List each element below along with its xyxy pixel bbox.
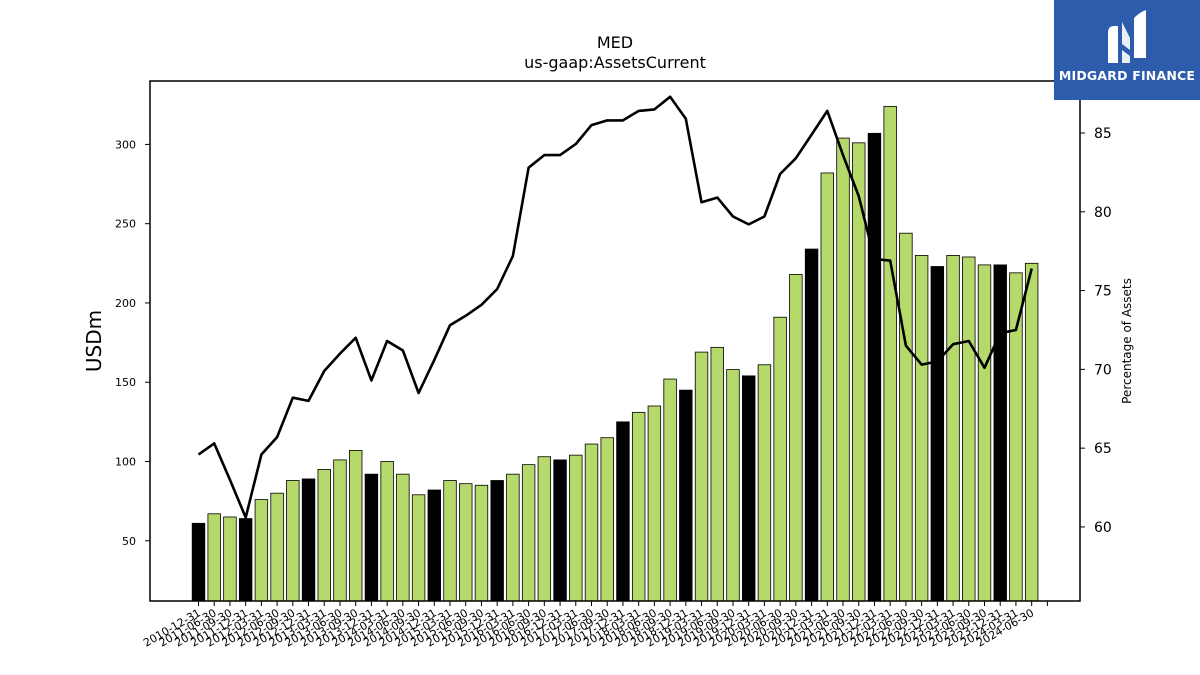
y2-tick-label: 60: [1094, 520, 1112, 536]
bar-2012-09-30: [301, 478, 316, 602]
bar-2017-03-31: [584, 443, 599, 602]
bar-2014-12-31: [443, 480, 457, 602]
bar-2021-09-30: [867, 132, 882, 602]
bar-2019-09-30: [742, 375, 756, 602]
y-tick-label: 100: [115, 455, 136, 468]
bar-2022-03-31: [899, 232, 913, 602]
bar-2020-09-30: [804, 248, 819, 602]
y-tick-label: 200: [115, 297, 136, 310]
y-axis-right: 60 65 70 75 80 85: [1080, 126, 1112, 536]
bar-2022-12-31: [946, 254, 960, 602]
bar-2013-06-30: [348, 449, 363, 602]
bar-2023-03-31: [962, 256, 976, 602]
bar-2012-12-31: [317, 469, 331, 602]
bar-2012-03-31: [270, 492, 284, 602]
bar-2013-09-30: [364, 473, 379, 602]
y2-tick-label: 75: [1094, 284, 1112, 300]
y-tick-label: 300: [115, 138, 136, 151]
bar-2015-03-31: [459, 483, 473, 602]
bar-2016-12-31: [569, 454, 583, 602]
y-axis-label: USDm: [82, 310, 106, 372]
brand-logo: MIDGARD FINANCE: [1054, 0, 1200, 100]
bar-2022-06-30: [914, 254, 929, 602]
bar-2015-09-30: [490, 480, 504, 602]
bar-2019-06-30: [726, 369, 740, 602]
bar-2021-03-31: [836, 137, 850, 602]
bar-2016-06-30: [537, 456, 552, 602]
bar-2020-06-30: [789, 274, 803, 602]
y2-axis-label: Percentage of Assets: [1120, 278, 1134, 404]
bar-2014-03-31: [396, 473, 410, 602]
bar-2023-12-31: [1009, 272, 1023, 602]
y2-tick-label: 65: [1094, 441, 1112, 457]
bar-2013-12-31: [380, 461, 394, 602]
bar-2016-03-31: [521, 464, 536, 602]
y-tick-label: 250: [115, 218, 136, 231]
bar-2015-12-31: [506, 473, 520, 602]
bar-2017-12-31: [631, 411, 646, 602]
bar-2011-12-31: [254, 499, 269, 602]
bar-2018-03-31: [647, 405, 662, 602]
bar-2014-06-30: [411, 494, 426, 602]
bar-2018-09-30: [679, 389, 693, 602]
plot-frame: [149, 80, 1081, 602]
bar-2020-12-31: [820, 172, 835, 602]
bar-2016-09-30: [553, 459, 567, 602]
bar-2011-09-30: [238, 518, 253, 602]
y2-tick-label: 80: [1094, 205, 1112, 221]
percentage-line: [197, 95, 1033, 519]
bar-2010-12-31: [191, 522, 206, 602]
y2-tick-label: 85: [1094, 126, 1112, 142]
x-axis: 2010-12-312011-06-302011-09-302011-12-31…: [141, 601, 1048, 650]
logo-text: MIDGARD FINANCE: [1058, 68, 1196, 83]
y-axis-left: 50 100 150 200 250 300: [115, 138, 150, 548]
chart-subtitle: us-gaap:AssetsCurrent: [524, 53, 706, 72]
bar-2014-09-30: [427, 489, 442, 602]
bar-2023-06-30: [977, 264, 992, 602]
bar-2012-06-30: [286, 480, 300, 602]
bar-2022-09-30: [930, 266, 945, 602]
bar-2011-03-31: [207, 513, 221, 602]
y-tick-label: 50: [122, 535, 136, 548]
bar-2024-03-31: [1024, 262, 1039, 602]
line-group: [197, 95, 1033, 519]
chart-title: MED: [597, 33, 633, 52]
bar-2017-06-30: [600, 437, 614, 602]
bar-2013-03-31: [333, 459, 347, 602]
bar-2018-06-30: [663, 378, 677, 602]
y-tick-label: 150: [115, 376, 136, 389]
bar-2021-12-31: [883, 105, 897, 602]
bar-2018-12-31: [694, 351, 709, 602]
bar-2011-06-30: [223, 516, 237, 602]
midgard-logo-icon: [1108, 10, 1146, 63]
y2-tick-label: 70: [1094, 362, 1112, 378]
bar-2019-03-31: [710, 346, 724, 602]
bar-2023-09-30: [993, 264, 1007, 602]
bar-2017-09-30: [616, 421, 630, 602]
bar-2019-12-31: [757, 364, 772, 602]
bar-2020-03-31: [773, 316, 787, 602]
bar-2015-06-30: [474, 484, 489, 602]
